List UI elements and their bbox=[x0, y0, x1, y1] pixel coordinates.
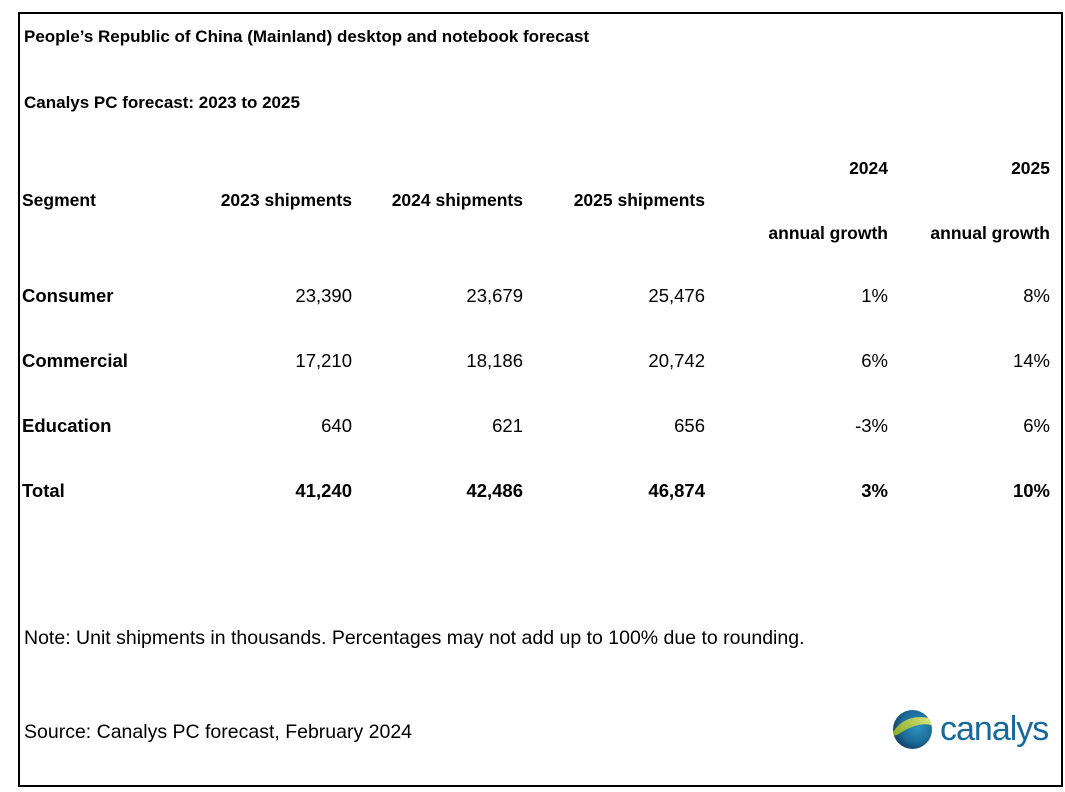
table-row-consumer: Consumer 23,390 23,679 25,476 1% 8% bbox=[22, 286, 1050, 306]
cell-2025-shipments: 656 bbox=[674, 415, 705, 436]
cell-segment: Commercial bbox=[22, 350, 128, 371]
header-2024-shipments: 2024 shipments bbox=[391, 190, 523, 210]
header-growth-year-2024: 2024 bbox=[849, 158, 888, 178]
canalys-wordmark: canalys bbox=[940, 710, 1049, 748]
cell-2024-growth: 1% bbox=[861, 285, 888, 306]
cell-2025-shipments: 20,742 bbox=[648, 350, 705, 371]
cell-2024-growth: 6% bbox=[861, 350, 888, 371]
header-2023-shipments: 2023 shipments bbox=[220, 190, 352, 210]
table-frame: People’s Republic of China (Mainland) de… bbox=[18, 12, 1063, 787]
cell-2024-growth: 3% bbox=[861, 480, 888, 501]
cell-2025-shipments: 25,476 bbox=[648, 285, 705, 306]
cell-2023-shipments: 41,240 bbox=[295, 480, 352, 501]
table-row-education: Education 640 621 656 -3% 6% bbox=[22, 416, 1050, 436]
cell-2025-shipments: 46,874 bbox=[648, 480, 705, 501]
header-growth-year-2025: 2025 bbox=[1011, 158, 1050, 178]
header-row-growth-labels: annual growth annual growth bbox=[22, 223, 1050, 243]
cell-2025-growth: 10% bbox=[1012, 480, 1050, 501]
cell-segment: Total bbox=[22, 480, 65, 501]
table-row-total: Total 41,240 42,486 46,874 3% 10% bbox=[22, 481, 1050, 501]
cell-2025-growth: 6% bbox=[1023, 415, 1050, 436]
header-spacer bbox=[22, 158, 196, 178]
cell-2025-growth: 8% bbox=[1023, 285, 1050, 306]
cell-2023-shipments: 23,390 bbox=[295, 285, 352, 306]
cell-2025-growth: 14% bbox=[1012, 350, 1050, 371]
source-line: Source: Canalys PC forecast, February 20… bbox=[24, 721, 413, 743]
cell-2024-shipments: 621 bbox=[492, 415, 523, 436]
chart-title: People’s Republic of China (Mainland) de… bbox=[24, 27, 590, 46]
header-growth-label-2024: annual growth bbox=[768, 223, 888, 243]
cell-2023-shipments: 17,210 bbox=[295, 350, 352, 371]
chart-subtitle: Canalys PC forecast: 2023 to 2025 bbox=[24, 93, 300, 112]
cell-2023-shipments: 640 bbox=[321, 415, 352, 436]
table-row-commercial: Commercial 17,210 18,186 20,742 6% 14% bbox=[22, 351, 1050, 371]
canalys-logo: canalys bbox=[892, 707, 1060, 751]
canalys-globe-icon bbox=[893, 709, 932, 749]
cell-2024-shipments: 42,486 bbox=[466, 480, 523, 501]
cell-segment: Education bbox=[22, 415, 112, 436]
header-segment: Segment bbox=[22, 190, 96, 210]
cell-2024-growth: -3% bbox=[855, 415, 888, 436]
header-row-main: Segment 2023 shipments 2024 shipments 20… bbox=[22, 190, 1050, 210]
header-growth-label-2025: annual growth bbox=[930, 223, 1050, 243]
cell-segment: Consumer bbox=[22, 285, 114, 306]
cell-2024-shipments: 18,186 bbox=[466, 350, 523, 371]
header-row-growth-years: 2024 2025 bbox=[22, 158, 1050, 178]
footnote: Note: Unit shipments in thousands. Perce… bbox=[24, 627, 805, 649]
cell-2024-shipments: 23,679 bbox=[466, 285, 523, 306]
header-2025-shipments: 2025 shipments bbox=[573, 190, 705, 210]
